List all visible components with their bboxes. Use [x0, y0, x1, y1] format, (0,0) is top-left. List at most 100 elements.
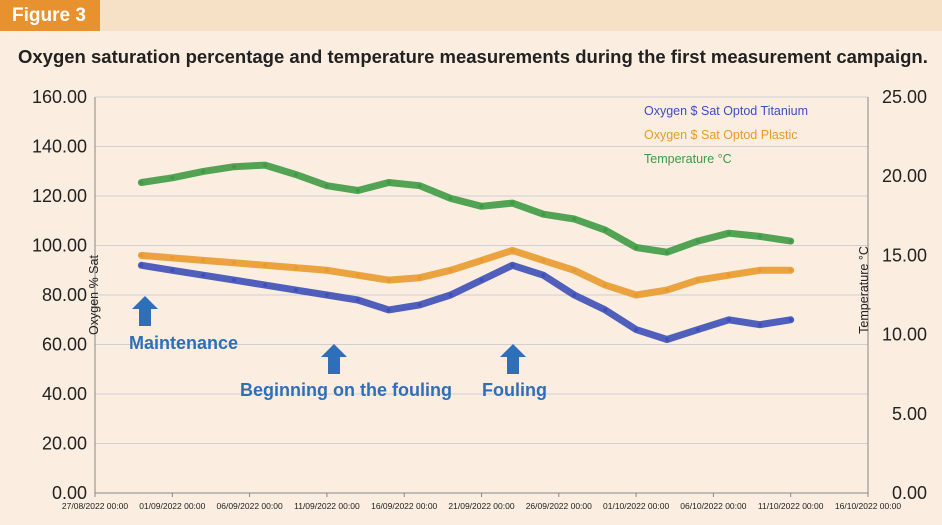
series-line-plastic	[137, 246, 795, 299]
y-tick-label-left: 0.00	[52, 483, 87, 503]
data-point	[417, 302, 422, 307]
data-point	[634, 245, 639, 250]
data-point	[757, 234, 762, 239]
data-point	[479, 278, 484, 283]
y-tick-label-left: 100.00	[32, 236, 87, 256]
data-point	[603, 307, 608, 312]
data-point	[355, 297, 360, 302]
data-point	[232, 278, 237, 283]
data-point	[170, 175, 175, 180]
data-point	[448, 196, 453, 201]
x-tick-label: 01/09/2022 00:00	[139, 501, 205, 511]
x-tick-label: 06/09/2022 00:00	[217, 501, 283, 511]
data-point	[417, 183, 422, 188]
data-point	[263, 263, 268, 268]
data-point	[263, 163, 268, 168]
data-point	[757, 322, 762, 327]
data-point	[324, 293, 329, 297]
data-point	[386, 180, 391, 185]
data-point	[695, 239, 700, 244]
up-arrow-icon	[132, 296, 158, 326]
data-point	[355, 188, 360, 193]
data-point	[448, 268, 453, 273]
data-point	[788, 268, 793, 273]
data-point	[324, 183, 329, 188]
y-tick-label-right: 10.00	[882, 325, 927, 345]
data-point	[726, 273, 731, 278]
data-point	[726, 231, 731, 236]
x-tick-label: 21/09/2022 00:00	[448, 501, 514, 511]
data-point	[355, 273, 360, 278]
y-axis-title-left: Oxygen % Sat	[87, 255, 101, 335]
x-tick-label: 26/09/2022 00:00	[526, 501, 592, 511]
annotation-fouling: Fouling	[482, 380, 547, 400]
y-axis-title-right: Temperature °C	[857, 246, 871, 334]
x-tick-label: 06/10/2022 00:00	[680, 501, 746, 511]
data-point	[386, 307, 391, 312]
data-point	[788, 317, 793, 322]
annotation-beginning-fouling: Beginning on the fouling	[240, 380, 452, 400]
data-point	[293, 265, 298, 270]
x-tick-label: 27/08/2022 00:00	[62, 501, 128, 511]
data-point	[263, 283, 268, 288]
data-point	[541, 258, 546, 263]
data-point	[510, 248, 515, 253]
data-point	[232, 260, 237, 265]
annotation-maintenance: Maintenance	[129, 333, 238, 353]
y-tick-label-right: 25.00	[882, 87, 927, 107]
x-tick-label: 16/09/2022 00:00	[371, 501, 437, 511]
data-point	[324, 268, 329, 273]
y-tick-label-left: 120.00	[32, 186, 87, 206]
y-tick-label-left: 60.00	[42, 335, 87, 355]
up-arrow-icon	[321, 344, 347, 374]
data-point	[510, 201, 515, 206]
data-point	[665, 288, 670, 293]
data-point	[479, 204, 484, 209]
data-point	[448, 293, 453, 297]
data-point	[386, 278, 391, 283]
y-tick-label-right: 15.00	[882, 245, 927, 265]
x-tick-label: 11/09/2022 00:00	[294, 501, 360, 511]
data-point	[201, 169, 206, 174]
data-point	[572, 293, 577, 297]
y-tick-label-left: 80.00	[42, 285, 87, 305]
legend-entry: Oxygen $ Sat Optod Plastic	[644, 128, 798, 142]
data-point	[541, 212, 546, 217]
data-point	[665, 337, 670, 342]
data-point	[695, 278, 700, 283]
y-tick-label-right: 5.00	[892, 404, 927, 424]
chart-title: Oxygen saturation percentage and tempera…	[18, 46, 928, 67]
data-point	[170, 268, 175, 273]
y-tick-label-left: 140.00	[32, 137, 87, 157]
data-point	[603, 283, 608, 288]
data-point	[634, 293, 639, 297]
data-point	[139, 263, 144, 268]
y-tick-label-left: 40.00	[42, 384, 87, 404]
data-point	[541, 273, 546, 278]
data-point	[232, 164, 237, 169]
data-point	[201, 258, 206, 263]
figure-label: Figure 3	[0, 0, 100, 31]
x-tick-label: 01/10/2022 00:00	[603, 501, 669, 511]
x-tick-label: 16/10/2022 00:00	[835, 501, 901, 511]
header-band	[100, 0, 942, 31]
x-tick-label: 11/10/2022 00:00	[758, 501, 824, 511]
data-point	[788, 239, 793, 244]
legend-entry: Oxygen $ Sat Optod Titanium	[644, 104, 808, 118]
data-point	[757, 268, 762, 273]
data-point	[665, 250, 670, 255]
data-point	[201, 273, 206, 278]
data-point	[572, 216, 577, 221]
data-point	[634, 327, 639, 332]
data-point	[510, 263, 515, 268]
y-tick-label-right: 20.00	[882, 166, 927, 186]
data-point	[695, 327, 700, 332]
data-point	[139, 180, 144, 185]
data-point	[479, 258, 484, 263]
series-line-temperature	[137, 161, 795, 256]
y-tick-label-right: 0.00	[892, 483, 927, 503]
data-point	[726, 317, 731, 322]
y-tick-label-left: 20.00	[42, 434, 87, 454]
legend-entry: Temperature °C	[644, 152, 732, 166]
